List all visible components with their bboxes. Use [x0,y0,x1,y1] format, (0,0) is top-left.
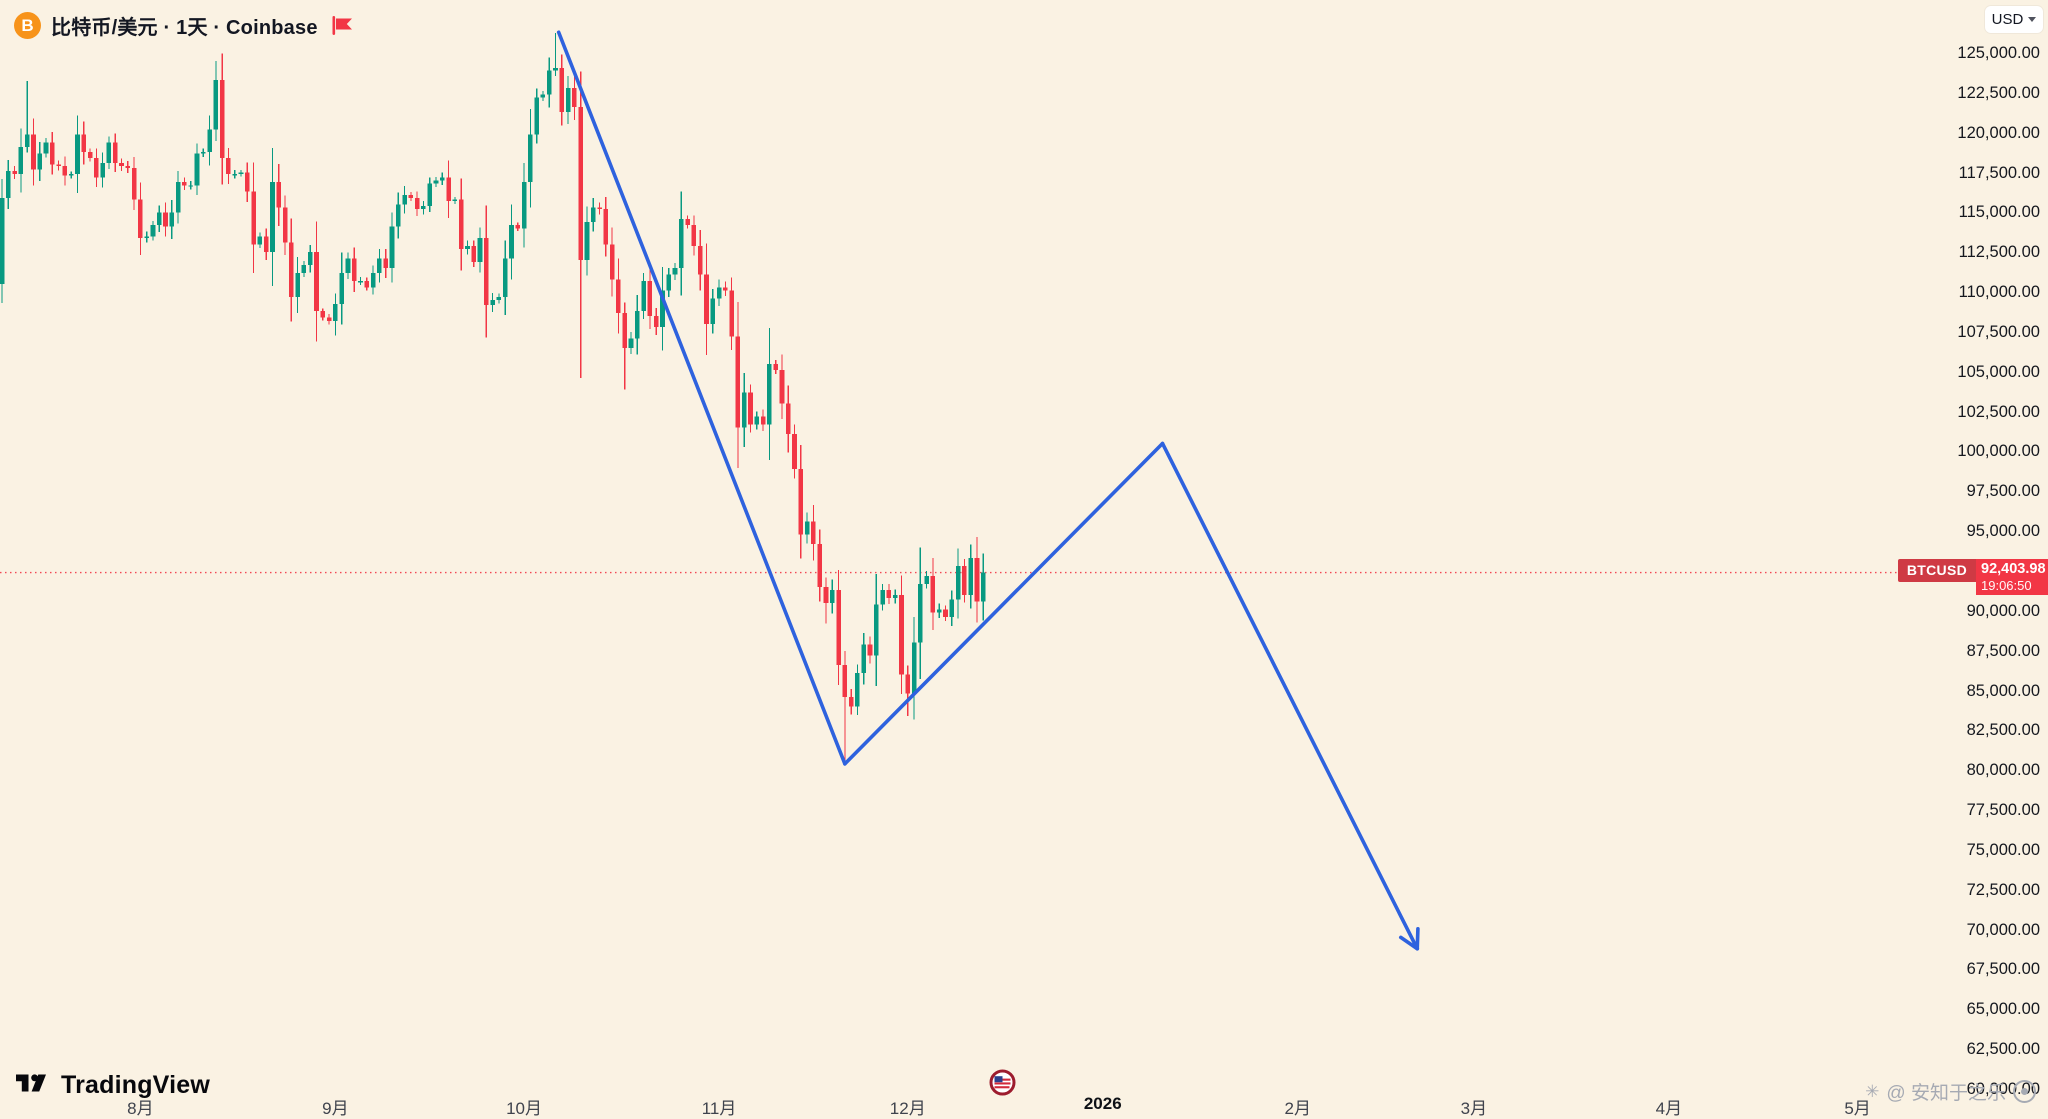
time-tick-label: 4月 [1655,1099,1683,1118]
tradingview-logo-icon [16,1072,52,1099]
time-tick-label: 12月 [889,1099,926,1118]
price-badge-value-box: 92,403.98 19:06:50 [1976,559,2048,595]
watermark-text: @ 安知于之乐 [1886,1083,2006,1104]
price-tick-label: 97,500.00 [1966,482,2040,501]
price-tick-label: 117,500.00 [1958,163,2040,182]
bar-countdown: 19:06:50 [1981,578,2032,593]
price-tick-label: 100,000.00 [1957,442,2040,461]
bitcoin-icon: B [14,12,41,39]
price-tick-label: 102,500.00 [1957,402,2040,421]
candles-group [0,32,986,762]
last-price-value: 92,403.98 [1981,561,2046,577]
price-tick-label: 105,000.00 [1957,362,2040,381]
watermark-icon: ✳ [1865,1081,1880,1101]
price-tick-label: 120,000.00 [1957,123,2040,142]
price-tick-label: 62,500.00 [1966,1040,2040,1059]
time-tick-label: 11月 [701,1099,737,1118]
price-tick-label: 77,500.00 [1966,801,2040,820]
price-tick-label: 90,000.00 [1966,601,2040,620]
chevron-down-icon [2028,17,2037,22]
time-tick-label: 3月 [1460,1099,1488,1118]
price-tick-label: 72,500.00 [1966,880,2040,899]
tradingview-logo-text: TradingView [61,1071,211,1099]
trend-line [556,30,847,766]
price-tick-label: 95,000.00 [1966,522,2040,541]
watermark: ✳ @ 安知于之乐 [1865,1078,2036,1105]
time-tick-label: 10月 [506,1099,543,1118]
price-tick-label: 125,000.00 [1957,44,2040,62]
time-tick-label: 9月 [322,1099,349,1118]
tradingview-logo[interactable]: TradingView [16,1071,210,1100]
trend-line [1160,441,1420,951]
watermark-logo-icon [2013,1080,2036,1103]
price-axis[interactable]: 125,000.00 122,500.00 120,000.00 117,500.00… [1936,0,2048,1098]
price-tick-label: 67,500.00 [1966,960,2040,979]
time-axis[interactable]: 8月 9月 10月 11月 12月 2026 2月 3月 4月 5月 [0,1094,2048,1118]
trend-line [843,441,1165,766]
trend-arrowhead [1415,926,1420,951]
price-label-badge[interactable]: BTCUSD 92,403.98 19:06:50 [1897,559,2048,595]
price-tick-label: 107,500.00 [1957,322,2040,341]
price-tick-label: 122,500.00 [1957,83,2040,102]
price-tick-label: 65,000.00 [1966,1000,2040,1019]
price-badge-symbol: BTCUSD [1897,559,1976,582]
price-tick-label: 75,000.00 [1966,840,2040,859]
price-tick-label: 115,000.00 [1958,203,2040,222]
price-tick-label: 80,000.00 [1966,761,2040,780]
price-tick-label: 112,500.00 [1958,243,2040,262]
price-tick-label: 70,000.00 [1966,920,2040,939]
price-tick-label: 87,500.00 [1966,641,2040,660]
time-tick-label: 2026 [1083,1094,1122,1113]
symbol-title[interactable]: 比特币/美元 · 1天 · Coinbase [51,17,318,39]
us-flag-event-icon[interactable] [989,1069,1016,1096]
price-tick-label: 85,000.00 [1966,681,2040,700]
trend-arrowhead [1398,935,1420,951]
flag-icon[interactable] [332,16,353,35]
price-tick-label: 110,000.00 [1958,283,2040,302]
time-tick-label: 2月 [1284,1099,1311,1118]
price-tick-label: 82,500.00 [1966,721,2040,740]
symbol-legend[interactable]: B 比特币/美元 · 1天 · Coinbase [14,11,353,40]
currency-label: USD [1991,11,2024,28]
currency-selector[interactable]: USD [1985,6,2043,33]
